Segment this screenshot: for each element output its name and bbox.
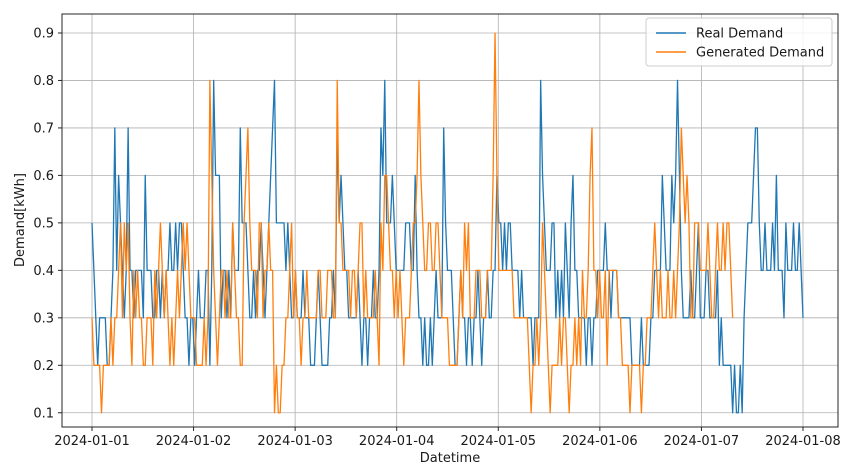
plot-frame [61, 13, 839, 428]
series-line-generated-demand [91, 32, 734, 414]
x-tick-label: 2024-01-06 [562, 434, 638, 449]
x-tick-label: 2024-01-02 [156, 434, 232, 449]
legend-label-real-demand: Real Demand [696, 27, 783, 42]
x-tick-label: 2024-01-01 [54, 434, 130, 449]
x-tick-label: 2024-01-08 [765, 434, 841, 449]
y-tick-label: 0.4 [33, 264, 54, 279]
legend-box [645, 17, 833, 67]
x-tick-label: 2024-01-03 [257, 434, 333, 449]
x-tick-label: 2024-01-05 [461, 434, 537, 449]
x-tick-label: 2024-01-07 [664, 434, 740, 449]
y-tick-label: 0.2 [33, 359, 54, 374]
tick-layer: 2024-01-01 2024-01-02 2024-01-03 2024-01-04… [33, 26, 840, 449]
y-tick-label: 0.8 [33, 74, 54, 89]
y-tick-label: 0.1 [33, 406, 54, 421]
y-tick-label: 0.9 [33, 26, 54, 41]
x-axis-label: Datetime [420, 451, 480, 466]
legend-label-generated-demand: Generated Demand [696, 46, 824, 61]
y-tick-label: 0.5 [33, 216, 54, 231]
y-tick-label: 0.6 [33, 169, 54, 184]
legend: Real Demand Generated Demand [645, 17, 833, 67]
series-layer [91, 32, 804, 414]
x-tick-label: 2024-01-04 [359, 434, 435, 449]
y-tick-label: 0.3 [33, 311, 54, 326]
y-tick-label: 0.7 [33, 121, 54, 136]
y-axis-label: Demand[kWh] [13, 173, 28, 267]
series-line-real-demand [91, 79, 804, 414]
plot-area [62, 14, 838, 427]
